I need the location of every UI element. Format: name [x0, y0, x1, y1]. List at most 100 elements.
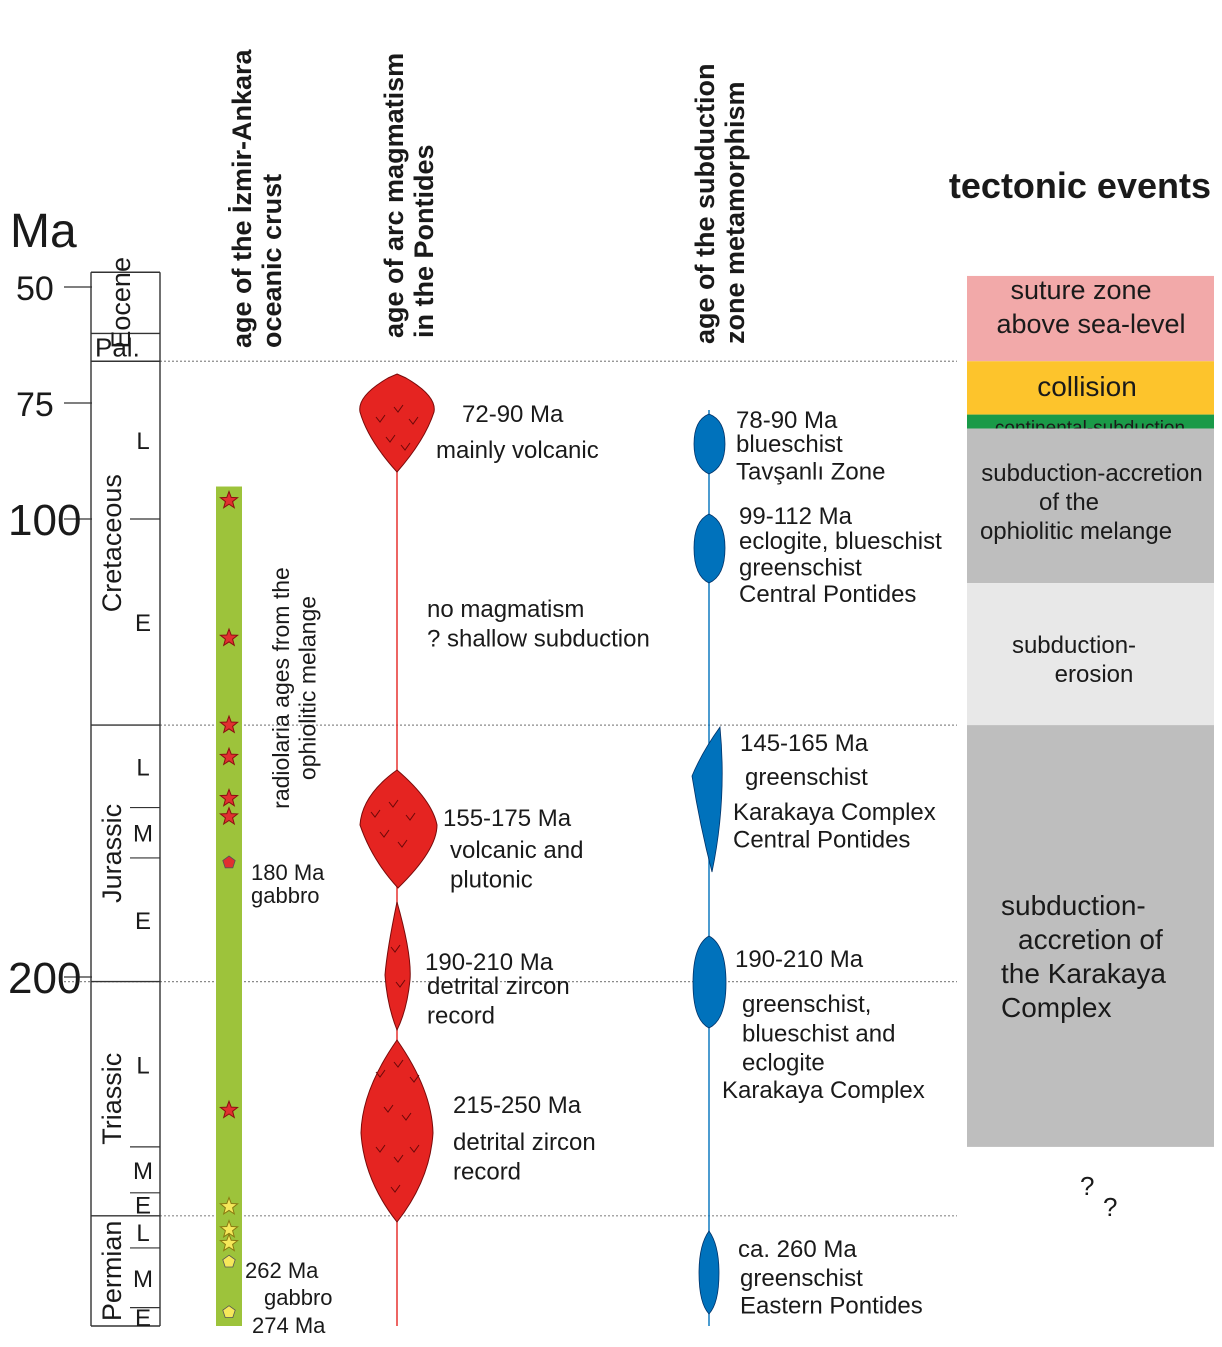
epoch-label: M [133, 1266, 153, 1293]
unknown-mark: ? [1103, 1192, 1117, 1222]
radiolaria-star-red [219, 627, 239, 647]
volcanic-mark [370, 809, 381, 818]
radiolaria-star-red [219, 714, 239, 734]
period-label: Cretaceous [97, 474, 127, 612]
tectonic-event-label: of the [1039, 489, 1099, 516]
epoch-label: M [133, 1158, 153, 1185]
metamorphism-range-label: 78-90 Ma [736, 407, 838, 434]
volcanic-mark [383, 1104, 394, 1113]
period-label: Pal. [95, 332, 140, 362]
volcanic-mark [395, 979, 406, 988]
epoch-label: E [135, 1192, 151, 1219]
radiolaria-star-red [219, 1099, 239, 1119]
tectonic-event-box [967, 361, 1214, 415]
volcanic-mark [393, 1059, 404, 1068]
metamorphism-event [693, 513, 726, 584]
volcanic-mark [405, 812, 416, 821]
tectonic-event-box [967, 725, 1214, 1147]
tectonic-event-label: Complex [1001, 992, 1111, 1023]
metamorphism-event [698, 1230, 720, 1315]
radiolaria-star-yellow [219, 1232, 239, 1252]
volcanic-mark [408, 416, 419, 425]
tectonic-event-label: collision [1037, 371, 1137, 402]
tectonic-event-box [967, 428, 1214, 584]
tectonic-event-label: subduction- [1001, 890, 1146, 921]
gabbro-marker [222, 855, 236, 869]
boundary-lines [60, 360, 957, 1217]
metamorphism-description: greenschist [745, 764, 868, 791]
magmatism-gap-note: no magmatism? shallow subduction [427, 596, 650, 652]
magmatism-range-label: 155-175 Ma [443, 805, 572, 832]
magmatism-range-label: 72-90 Ma [462, 401, 564, 428]
metamorphism-range-label: ca. 260 Ma [738, 1236, 857, 1263]
geologic-timescale: EocenePal.CretaceousLEJurassicLMETriassi… [90, 257, 161, 1332]
header-tectonic-events: tectonic events [949, 165, 1211, 206]
volcanic-mark [375, 1069, 386, 1078]
epoch-label: E [135, 908, 151, 935]
radiolaria-star-red [219, 746, 239, 766]
tectonic-event-label: ophiolitic melange [980, 518, 1172, 545]
volcanic-mark [375, 414, 386, 423]
metamorphism-range-label: 145-165 Ma [740, 730, 869, 757]
magmatism-pulse [359, 373, 435, 473]
volcanic-mark [393, 404, 404, 413]
volcanic-mark [400, 442, 411, 451]
gabbro-marker [222, 1254, 236, 1268]
magmatism-pulse [359, 769, 438, 889]
age-axis: Ma 50 75 100 200 [8, 205, 92, 1003]
gabbro-label-274: 274 Ma [252, 1313, 326, 1338]
volcanic-mark [390, 944, 401, 953]
volcanic-mark [375, 1144, 386, 1153]
epoch-label: L [136, 428, 149, 455]
radiolaria-star-red [219, 787, 239, 807]
radiolaria-star-yellow [219, 1196, 239, 1216]
metamorphism-description: Karakaya Complex Central Pontides [733, 799, 936, 854]
period-label: Eocene [106, 257, 136, 349]
gabbro-label-262-rock: gabbro [264, 1285, 333, 1310]
radiolaria-star-red [219, 806, 239, 826]
period-label: Jurassic [97, 804, 127, 903]
tectonic-event-box [967, 414, 1214, 429]
tectonic-event-box [967, 583, 1214, 726]
epoch-label: E [135, 610, 151, 637]
volcanic-mark [409, 1074, 420, 1083]
epoch-label: L [136, 754, 149, 781]
header-subduction-metamorphism: age of the subductionzone metamorphism [690, 64, 750, 345]
metamorphism-description: greenschist Eastern Pontides [740, 1265, 923, 1320]
metamorphism-range-label: 99-112 Ma [739, 503, 853, 530]
volcanic-mark [397, 839, 408, 848]
magmatism-description: detrital zircon record [427, 973, 570, 1030]
metamorphism-description: blueschist Tavşanlı Zone [736, 431, 885, 486]
volcanic-mark [388, 799, 399, 808]
column-headers: age of the İzmir-Ankaraoceanic crust age … [227, 48, 1211, 348]
magmatism-description: mainly volcanic [436, 437, 599, 464]
header-arc-magmatism: age of arc magmatismin the Pontides [379, 53, 439, 338]
tectonic-event-label: above sea-level [996, 309, 1185, 339]
axis-tick-label: 50 [16, 270, 54, 308]
tectonic-event-label: suture zone [1010, 275, 1151, 305]
tectonic-event-label: erosion [1055, 661, 1134, 688]
tectonic-event-label: accretion of [1018, 924, 1163, 955]
metamorphism-event [692, 935, 727, 1029]
oceanic-crust-bar [216, 486, 242, 1326]
epoch-label: L [136, 1220, 149, 1247]
axis-tick-label: 200 [8, 954, 81, 1003]
volcanic-mark [409, 1144, 420, 1153]
period-label: Triassic [97, 1053, 127, 1145]
magmatism-range-label: 190-210 Ma [425, 949, 554, 976]
axis-tick-label: 100 [8, 496, 81, 545]
tectonic-event-box [967, 275, 1214, 362]
tectonic-event-label: subduction- [1012, 632, 1136, 659]
header-oceanic-crust: age of the İzmir-Ankaraoceanic crust [227, 48, 287, 348]
metamorphism-event [691, 725, 723, 873]
metamorphism-event [693, 413, 726, 475]
epoch-label: M [133, 821, 153, 848]
metamorphism-description: eclogite, blueschist greenschist Central P… [739, 528, 942, 608]
axis-tick-label: 75 [16, 386, 54, 424]
radiolaria-side-label: radiolaria ages from theophiolitic melan… [268, 567, 320, 809]
magmatism-description: volcanic and plutonic [450, 837, 583, 894]
